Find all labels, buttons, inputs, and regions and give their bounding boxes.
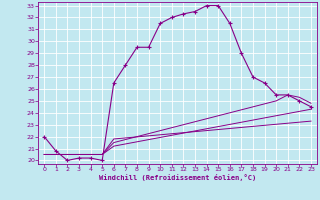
X-axis label: Windchill (Refroidissement éolien,°C): Windchill (Refroidissement éolien,°C) bbox=[99, 174, 256, 181]
